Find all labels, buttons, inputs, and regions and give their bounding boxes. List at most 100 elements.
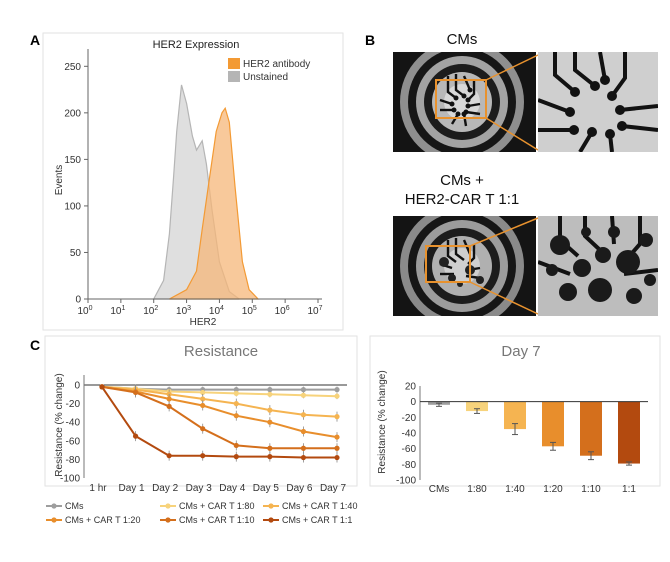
day7-x-tick-label: 1:20 — [543, 484, 563, 495]
resistance-point — [267, 454, 273, 460]
micrograph-label-line1: CMs + — [440, 172, 484, 189]
resistance-point — [99, 384, 105, 390]
histogram-x-tick-label: 100 — [77, 305, 92, 317]
day7-bar — [618, 401, 640, 464]
day7-y-tick-label: -40 — [402, 429, 417, 440]
resistance-x-tick-label: Day 5 — [253, 483, 280, 494]
resistance-point — [132, 389, 139, 396]
day7-x-tick-label: CMs — [429, 484, 450, 495]
resistance-point — [200, 396, 206, 402]
legend-marker — [51, 517, 57, 523]
day7-x-tick-label: 1:10 — [581, 484, 601, 495]
day7-bar — [504, 401, 526, 430]
histogram-x-tick-label: 102 — [143, 305, 158, 317]
resistance-y-label: Resistance (% change) — [54, 373, 65, 476]
legend-label: CMs + CAR T 1:40 — [282, 501, 357, 511]
resistance-y-tick-label: 0 — [74, 381, 80, 392]
resistance-point — [267, 445, 273, 451]
resistance-point — [300, 392, 307, 398]
roi-connector-top-1 — [485, 54, 539, 81]
histogram-x-tick-label: 105 — [242, 305, 257, 317]
panel-letter-b: B — [365, 32, 375, 48]
resistance-point — [334, 387, 340, 393]
micrograph-panel: CMs CMs + HER2-CAR T 1:1 — [393, 31, 658, 316]
resistance-point — [200, 402, 206, 409]
resistance-x-tick-label: Day 6 — [286, 483, 313, 494]
resistance-point — [233, 390, 239, 396]
histogram-legend: HER2 antibody Unstained — [228, 58, 310, 83]
resistance-point — [267, 391, 273, 397]
micrograph-cms — [393, 52, 536, 152]
resistance-series-line — [101, 385, 338, 439]
legend-label: CMs — [65, 501, 84, 511]
resistance-point — [334, 434, 340, 440]
day7-x-tick-label: 1:40 — [505, 484, 525, 495]
legend-label-her2-antibody: HER2 antibody — [243, 59, 310, 70]
resistance-series-line — [101, 385, 338, 398]
resistance-point — [233, 454, 239, 460]
day7-x-tick-label: 1:80 — [467, 484, 487, 495]
legend-marker — [51, 503, 57, 509]
histogram-y-tick-label: 250 — [64, 62, 81, 73]
legend-marker — [165, 517, 171, 523]
histogram-y-tick-label: 50 — [70, 248, 82, 259]
resistance-point — [166, 396, 172, 402]
legend-marker — [268, 517, 274, 523]
resistance-point — [300, 445, 307, 451]
resistance-point — [300, 454, 307, 461]
day7-y-label: Resistance (% change) — [377, 370, 388, 473]
day7-x-tick-label: 1:1 — [622, 484, 636, 495]
resistance-point — [300, 412, 307, 418]
histogram-border — [42, 32, 344, 331]
legend-label-unstained: Unstained — [243, 72, 288, 83]
resistance-y-tick-label: -60 — [66, 436, 81, 447]
histogram-y-tick-label: 0 — [75, 295, 81, 306]
histogram-y-tick-label: 100 — [64, 201, 81, 212]
micrograph-cms-car-t — [393, 216, 536, 316]
resistance-border — [44, 335, 358, 487]
legend-label: CMs + CAR T 1:80 — [179, 501, 254, 511]
resistance-x-tick-label: Day 7 — [320, 483, 347, 494]
resistance-plot-area: 0 -20 -40 -60 -80 -100 1 hr Day 1 Day 2 Day 3 Day … — [60, 375, 347, 494]
histogram-x-tick-label: 106 — [275, 305, 290, 317]
histogram-x-tick-label: 101 — [110, 305, 125, 317]
resistance-x-tick-label: Day 1 — [119, 483, 146, 494]
day7-y-tick-label: 20 — [405, 382, 417, 393]
histogram-x-label: HER2 — [190, 317, 217, 328]
resistance-x-tick-label: Day 2 — [152, 483, 179, 494]
legend-marker — [268, 503, 274, 509]
histogram-y-tick-label: 150 — [64, 155, 81, 166]
legend-label: CMs + CAR T 1:1 — [282, 515, 352, 525]
roi-connector-top-2 — [485, 117, 539, 151]
micrograph-zoom-cms — [538, 52, 658, 152]
day7-bar — [542, 401, 564, 447]
histogram-chart: HER2 Expression 0 50 100 150 200 250 100 101 102… — [42, 32, 344, 331]
day7-y-tick-label: -80 — [402, 460, 417, 471]
day7-y-tick-label: 0 — [410, 397, 416, 408]
day7-bar-chart: Day 7 20 0 -20 -40 -60 -80 -100 CMs 1:80 1:40 1:20… — [369, 335, 661, 495]
resistance-point — [166, 453, 172, 459]
resistance-point — [233, 401, 239, 407]
histogram-y-tick-label: 200 — [64, 108, 81, 119]
histogram-x-tick-label: 107 — [307, 305, 322, 317]
resistance-y-tick-label: -40 — [66, 418, 81, 429]
resistance-point — [334, 454, 340, 461]
resistance-point — [233, 442, 239, 449]
micrograph-label-cms: CMs — [447, 31, 478, 48]
resistance-point — [334, 393, 340, 399]
day7-title: Day 7 — [501, 343, 540, 360]
histogram-title: HER2 Expression — [153, 39, 240, 51]
legend-swatch-her2-antibody — [228, 58, 240, 69]
resistance-point — [200, 426, 206, 432]
resistance-point — [334, 445, 340, 451]
histogram-x-tick-label: 104 — [209, 305, 224, 317]
legend-label: CMs + CAR T 1:20 — [65, 515, 140, 525]
histogram-area-her2-antibody — [169, 106, 260, 300]
roi-connector-bottom-2 — [469, 281, 539, 315]
resistance-point — [200, 453, 206, 459]
resistance-title: Resistance — [184, 343, 258, 360]
resistance-legend: CMs CMs + CAR T 1:80 CMs + CAR T 1:40 CMs +… — [46, 501, 357, 525]
resistance-point — [300, 428, 307, 435]
micrograph-label-line2: HER2-CAR T 1:1 — [405, 191, 520, 208]
roi-box-top — [435, 79, 487, 119]
